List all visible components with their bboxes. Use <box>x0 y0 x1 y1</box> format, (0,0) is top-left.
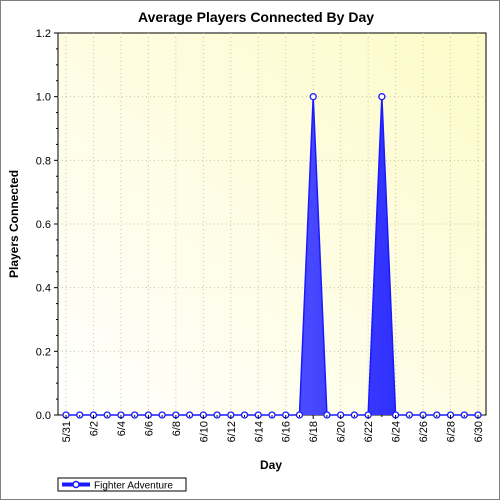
x-tick-label: 6/2 <box>88 421 100 436</box>
y-tick-label: 1.0 <box>36 92 51 104</box>
x-tick-label: 5/31 <box>61 421 73 442</box>
x-tick-label: 6/10 <box>198 421 210 442</box>
y-tick-label: 0.6 <box>36 219 51 231</box>
legend-box <box>57 477 187 492</box>
x-tick-label: 6/12 <box>226 421 238 442</box>
y-axis-title: Players Connected <box>7 170 21 278</box>
legend-swatch-marker <box>72 480 80 489</box>
y-tick-label: 0.8 <box>36 155 51 167</box>
x-tick-label: 6/30 <box>473 421 485 442</box>
x-tick-label: 6/6 <box>143 421 155 436</box>
chart-title: Average Players Connected By Day <box>138 9 374 25</box>
grid <box>58 33 486 415</box>
x-tick-label: 6/24 <box>391 421 403 442</box>
x-tick-label: 6/4 <box>116 421 128 436</box>
y-tick-label: 0.2 <box>36 346 51 358</box>
axes: 0.0 0.2 0.4 0.6 0.8 1.0 1.2 5/31 6/2 6/4 6/6 6/8 6/1… <box>36 28 485 442</box>
x-tick-label: 6/16 <box>281 421 293 442</box>
legend: Fighter Adventure <box>57 477 187 492</box>
x-tick-label: 6/20 <box>336 421 348 442</box>
y-tick-label: 0.4 <box>36 283 51 295</box>
x-tick-label: 6/22 <box>363 421 375 442</box>
y-tick-label: 1.2 <box>36 28 51 40</box>
y-tick-label: 0.0 <box>36 410 51 422</box>
x-tick-label: 6/26 <box>418 421 430 442</box>
x-tick-label: 6/28 <box>446 421 458 442</box>
x-tick-label: 6/18 <box>308 421 320 442</box>
data-point <box>378 93 386 101</box>
x-axis-title: Day <box>260 458 282 472</box>
legend-series-label: Fighter Adventure <box>94 481 173 492</box>
x-tick-label: 6/8 <box>171 421 183 436</box>
x-tick-label: 6/14 <box>253 421 265 442</box>
data-point <box>309 93 317 101</box>
series-area-fill <box>66 96 478 416</box>
